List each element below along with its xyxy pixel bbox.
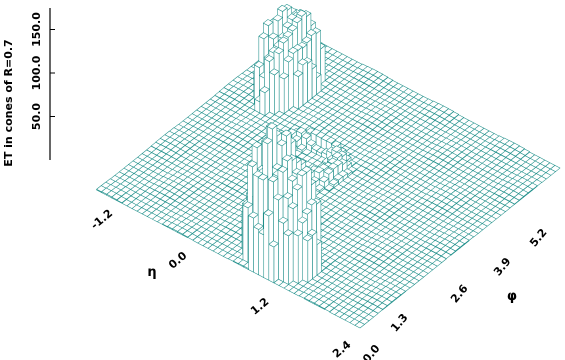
y-tick-label: 2.6 bbox=[448, 282, 471, 306]
lego-bin bbox=[302, 234, 313, 283]
lego-bin bbox=[268, 240, 279, 284]
y-tick-label: 5.2 bbox=[527, 226, 549, 249]
lego-bin bbox=[292, 70, 304, 110]
z-tick-label: 150.0 bbox=[30, 12, 43, 47]
x-tick-label: 1.2 bbox=[248, 295, 271, 317]
y-axis-label: φ bbox=[507, 289, 517, 304]
lego-bin bbox=[292, 229, 303, 284]
z-axis-ticks: 50.0 100.0 150.0 bbox=[30, 12, 55, 130]
lego-bin bbox=[278, 72, 289, 115]
x-axis-label: η bbox=[147, 265, 156, 280]
x-tick-label: 0.0 bbox=[166, 249, 190, 272]
z-tick-label: 100.0 bbox=[30, 55, 43, 90]
x-tick-label: 2.4 bbox=[330, 338, 354, 360]
lego-surface bbox=[96, 4, 561, 329]
lego-bin bbox=[269, 68, 280, 116]
lego-bin bbox=[259, 86, 270, 117]
z-tick-label: 50.0 bbox=[30, 103, 43, 130]
z-axis-label: ET in cones of R=0.7 bbox=[2, 39, 15, 166]
lego-bin bbox=[354, 321, 365, 329]
y-tick-label: 0.0 bbox=[360, 342, 383, 360]
lego-bin bbox=[324, 305, 335, 312]
y-tick-label: 1.3 bbox=[388, 311, 410, 334]
lego-bin bbox=[283, 229, 294, 285]
x-tick-label: -1.2 bbox=[88, 207, 115, 232]
y-tick-label: 3.9 bbox=[491, 255, 513, 278]
